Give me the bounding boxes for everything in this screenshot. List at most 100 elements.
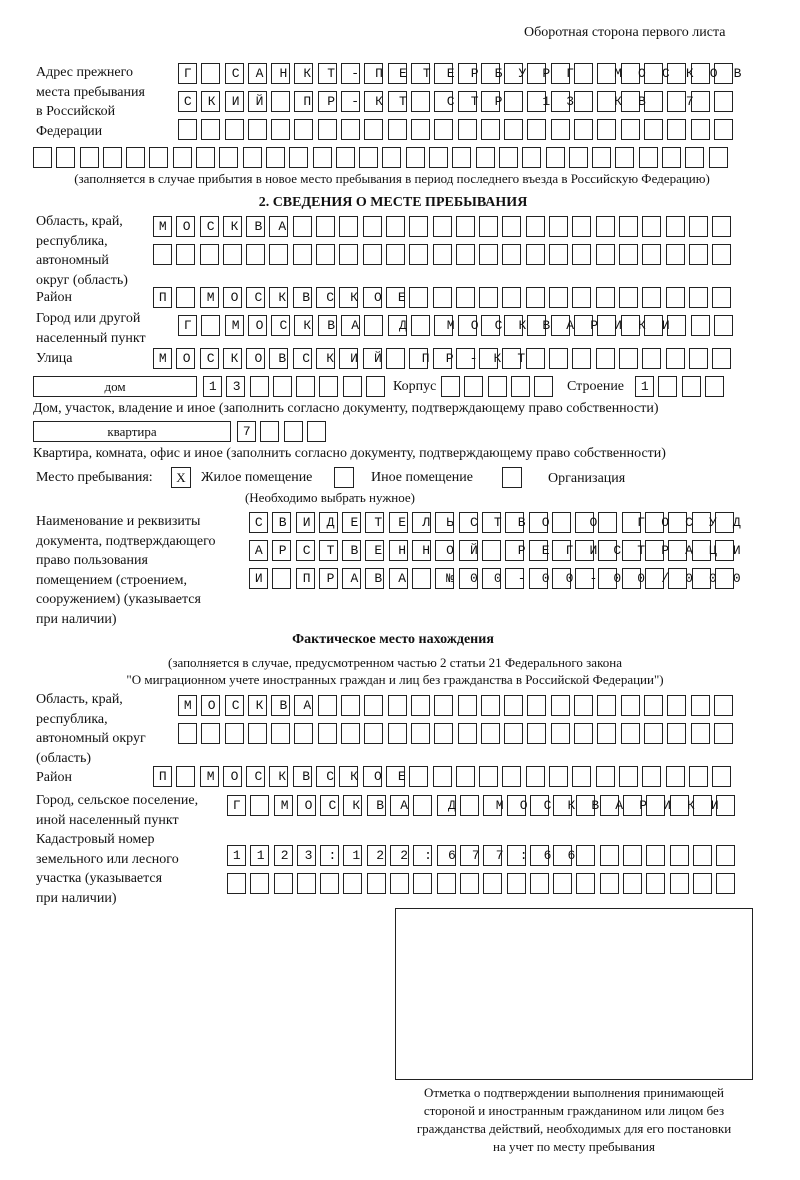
char-box[interactable] — [317, 723, 337, 744]
char-box[interactable] — [222, 287, 242, 308]
char-box[interactable] — [342, 568, 362, 589]
char-box[interactable] — [665, 244, 685, 265]
char-box[interactable] — [222, 766, 242, 787]
char-box[interactable] — [436, 795, 456, 816]
char-box[interactable] — [502, 244, 522, 265]
char-box[interactable] — [382, 147, 402, 168]
char-box[interactable] — [525, 348, 545, 369]
char-box[interactable] — [227, 795, 246, 816]
char-box[interactable] — [296, 795, 316, 816]
char-box[interactable] — [359, 147, 379, 168]
char-box[interactable] — [385, 216, 405, 237]
char-box[interactable] — [549, 348, 569, 369]
char-box[interactable] — [385, 244, 405, 265]
flat-row[interactable]: 7 — [237, 421, 326, 442]
char-box[interactable] — [525, 287, 545, 308]
char-box[interactable] — [575, 512, 595, 533]
char-box[interactable] — [273, 845, 293, 866]
char-box[interactable] — [341, 63, 361, 84]
char-box[interactable] — [645, 568, 665, 589]
char-box[interactable] — [412, 568, 432, 589]
char-box[interactable] — [688, 244, 708, 265]
char-box[interactable] — [201, 315, 221, 336]
char-box[interactable] — [479, 766, 499, 787]
char-box[interactable] — [714, 512, 734, 533]
char-box[interactable] — [553, 845, 573, 866]
char-box[interactable] — [457, 119, 477, 140]
char-box[interactable] — [341, 695, 361, 716]
char-box[interactable] — [528, 568, 548, 589]
char-box[interactable] — [458, 540, 478, 561]
char-box[interactable] — [505, 512, 525, 533]
char-box[interactable] — [342, 540, 362, 561]
char-box[interactable] — [222, 244, 242, 265]
char-box[interactable] — [343, 795, 363, 816]
char-box[interactable] — [432, 766, 452, 787]
char-box[interactable] — [550, 119, 570, 140]
region-row-1[interactable]: МОСКВА — [153, 216, 732, 237]
char-box[interactable] — [620, 695, 640, 716]
char-box[interactable] — [506, 845, 526, 866]
char-box[interactable] — [317, 315, 337, 336]
char-box[interactable] — [33, 147, 52, 168]
char-box[interactable] — [534, 376, 554, 397]
char-box[interactable] — [502, 287, 522, 308]
char-box[interactable] — [366, 376, 386, 397]
char-box[interactable] — [409, 348, 429, 369]
char-box[interactable] — [172, 147, 192, 168]
char-box[interactable] — [504, 119, 524, 140]
char-box[interactable] — [480, 723, 500, 744]
char-box[interactable] — [483, 873, 503, 894]
char-box[interactable] — [176, 287, 196, 308]
char-box[interactable] — [688, 216, 708, 237]
korpus-row[interactable] — [441, 376, 554, 397]
char-box[interactable] — [269, 766, 289, 787]
char-box[interactable] — [667, 63, 687, 84]
char-box[interactable] — [691, 512, 711, 533]
char-box[interactable] — [550, 695, 570, 716]
char-box[interactable] — [669, 795, 689, 816]
char-box[interactable] — [574, 315, 594, 336]
char-box[interactable] — [250, 795, 270, 816]
char-box[interactable] — [271, 91, 291, 112]
char-box[interactable] — [690, 91, 710, 112]
char-box[interactable] — [176, 766, 196, 787]
char-box[interactable] — [480, 315, 500, 336]
char-box[interactable] — [572, 766, 592, 787]
char-box[interactable] — [250, 873, 270, 894]
char-box[interactable] — [502, 766, 522, 787]
char-box[interactable] — [481, 540, 501, 561]
char-box[interactable] — [455, 287, 475, 308]
char-box[interactable] — [522, 147, 542, 168]
doc-row-1[interactable]: СВИДЕТЕЛЬСТВО О ГОСУД — [249, 512, 741, 533]
char-box[interactable] — [692, 873, 712, 894]
char-box[interactable] — [201, 91, 221, 112]
char-box[interactable] — [480, 91, 500, 112]
char-box[interactable] — [712, 244, 732, 265]
char-box[interactable] — [387, 119, 407, 140]
char-box[interactable] — [455, 216, 475, 237]
char-box[interactable] — [176, 216, 196, 237]
char-box[interactable] — [341, 315, 361, 336]
char-box[interactable] — [708, 147, 728, 168]
char-box[interactable] — [665, 766, 685, 787]
char-box[interactable] — [226, 376, 246, 397]
char-box[interactable] — [246, 348, 266, 369]
char-box[interactable] — [455, 766, 475, 787]
actual-region-row-2[interactable] — [178, 723, 733, 744]
char-box[interactable] — [343, 873, 363, 894]
char-box[interactable] — [504, 91, 524, 112]
stroenie-row[interactable]: 1 — [635, 376, 724, 397]
char-box[interactable] — [487, 376, 507, 397]
char-box[interactable] — [199, 216, 219, 237]
char-box[interactable] — [643, 91, 663, 112]
char-box[interactable] — [504, 315, 524, 336]
char-box[interactable] — [691, 568, 711, 589]
char-box[interactable] — [271, 63, 291, 84]
char-box[interactable] — [455, 348, 475, 369]
char-box[interactable] — [249, 512, 268, 533]
char-box[interactable] — [294, 63, 314, 84]
char-box[interactable] — [318, 540, 338, 561]
char-box[interactable] — [665, 216, 685, 237]
char-box[interactable] — [247, 119, 267, 140]
